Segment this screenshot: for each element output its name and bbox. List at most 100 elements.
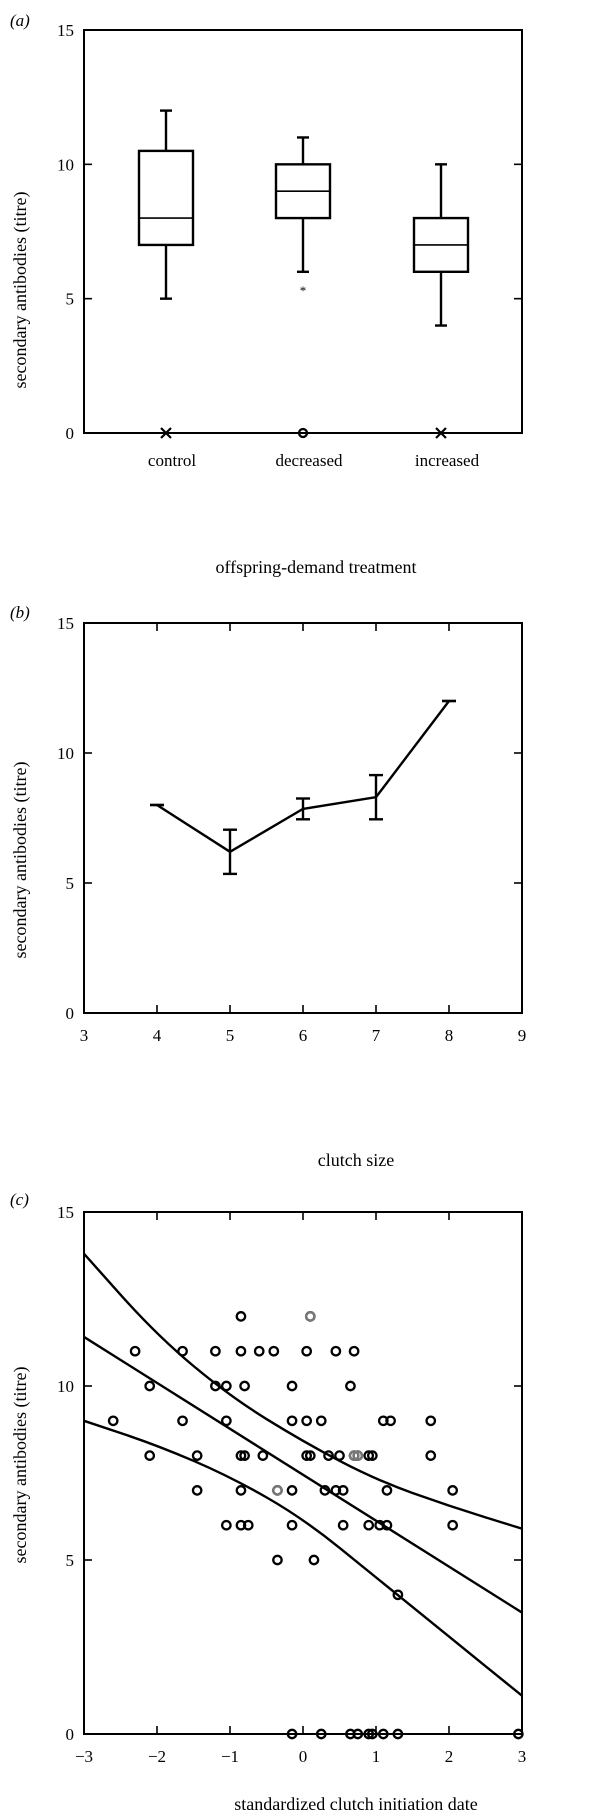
panel-c-data-point (363, 1450, 375, 1461)
panel-a-x-tick-label: control (148, 451, 196, 470)
panel-c-data-point (129, 1345, 141, 1357)
panel-c-data-point (191, 1485, 203, 1496)
panel-c-data-point (286, 1380, 298, 1392)
panel-c-data-point-grey (272, 1485, 283, 1496)
panel-c-data-point (239, 1380, 250, 1392)
panel-c-data-point (352, 1728, 364, 1740)
panel-c-data-point (239, 1450, 250, 1461)
panel-c-y-tick-label: 10 (57, 1377, 74, 1396)
panel-c-data-point (221, 1519, 232, 1531)
panel-c-data-point (107, 1415, 119, 1427)
panel-c-data-point (345, 1380, 356, 1392)
panel-c-data-point (392, 1589, 404, 1601)
panel-c-data-point (301, 1415, 312, 1427)
panel-c-data-point (191, 1450, 203, 1461)
panel-c-data-point (286, 1519, 298, 1531)
panel-c-data-point (286, 1485, 298, 1496)
panel-c-data-point (381, 1485, 393, 1496)
panel-c-data-point (381, 1519, 393, 1531)
zero-value-circle-marker (297, 427, 309, 439)
panel-c-data-point (235, 1311, 247, 1322)
panel-c-x-tick-label: 0 (299, 1747, 308, 1766)
panel-c-x-tick-label: 2 (445, 1747, 454, 1766)
panel-b-x-tick-label: 4 (153, 1026, 162, 1045)
panel-c-upper-confidence-curve (83, 1252, 523, 1530)
panel-c-data-point (425, 1415, 437, 1427)
panel-a-tag: (a) (10, 11, 30, 30)
panel-a-frame (83, 29, 523, 434)
panel-c-y-axis-label: secondary antibodies (titre) (10, 1367, 31, 1564)
zero-value-cross-marker (160, 427, 172, 439)
panel-c-data-point (257, 1450, 269, 1461)
panel-c-data-point (363, 1728, 375, 1740)
panel-b-y-tick-label: 5 (66, 874, 75, 893)
panel-c-data-point (210, 1345, 221, 1357)
panel-a-y-tick-label: 0 (66, 424, 75, 443)
panel-c-x-axis-label: standardized clutch initiation date (234, 1794, 477, 1814)
panel-c-data-point (272, 1554, 283, 1566)
panel-c-x-tick-label: −3 (75, 1747, 93, 1766)
panel-c-x-tick-label: 3 (518, 1747, 527, 1766)
panel-c-data-point (330, 1345, 342, 1357)
panel-c-data-point (363, 1519, 375, 1531)
panel-c-data-point (392, 1728, 404, 1740)
panel-c-data-point (301, 1345, 312, 1357)
panel-c-y-tick-label: 0 (66, 1725, 75, 1744)
panel-a-y-tick-label: 5 (66, 290, 75, 309)
panel-c-data-point (315, 1415, 327, 1427)
panel-c-data-point (286, 1415, 298, 1427)
panel-b-error-bar (369, 773, 383, 821)
panel-c-regression-line (83, 1335, 523, 1614)
panel-c-data-point (425, 1450, 437, 1461)
panel-b-x-tick-label: 7 (372, 1026, 381, 1045)
panel-c-data-point (144, 1380, 156, 1392)
panel-a-y-tick-label: 15 (57, 21, 74, 40)
panel-c-data-point (235, 1485, 247, 1496)
panel-c-data-point (447, 1519, 458, 1531)
panel-a-x-tick-label: increased (415, 451, 480, 470)
panel-c-data-point (221, 1380, 232, 1392)
panel-b-y-tick-label: 10 (57, 744, 74, 763)
panel-a-x-axis-label: offspring-demand treatment (215, 557, 416, 577)
panel-c-data-point (253, 1345, 265, 1357)
outlier-marker: * (300, 283, 307, 298)
panel-c-data-point (337, 1485, 349, 1496)
panel-c-data-point-grey (304, 1311, 316, 1322)
panel-c-data-point (286, 1728, 298, 1740)
panel-b-y-axis-label: secondary antibodies (titre) (10, 762, 31, 959)
panel-c-data-point (337, 1519, 349, 1531)
panel-c-data-point (447, 1485, 458, 1496)
panel-c-data-point (301, 1450, 312, 1461)
panel-c-data-point (210, 1380, 221, 1392)
panel-c-tag: (c) (10, 1190, 29, 1209)
panel-c-y-tick-label: 15 (57, 1203, 74, 1222)
panel-c-lower-confidence-curve (83, 1419, 523, 1697)
panel-c-data-point (366, 1728, 378, 1740)
panel-b-y-tick-label: 0 (66, 1004, 75, 1023)
box-decreased: * (274, 136, 332, 439)
panel-b-x-axis-label: clutch size (318, 1150, 394, 1170)
panel-b-x-tick-label: 6 (299, 1026, 308, 1045)
panel-c-data-point (177, 1345, 188, 1357)
panel-c-data-point (319, 1485, 331, 1496)
box-increased (412, 163, 470, 439)
panel-c-data-point (315, 1728, 327, 1740)
panel-c-x-tick-label: −2 (148, 1747, 166, 1766)
panel-c-data-point (235, 1450, 247, 1461)
panel-c-data-point (242, 1519, 254, 1531)
panel-c-x-tick-label: −1 (221, 1747, 239, 1766)
panel-c-data-point (377, 1728, 389, 1740)
panel-c-data-point (221, 1415, 232, 1427)
panel-c-data-point (334, 1450, 345, 1461)
zero-value-cross-marker (435, 427, 447, 439)
panel-b-x-tick-label: 9 (518, 1026, 527, 1045)
panel-c-data-point (348, 1345, 360, 1357)
box-body (137, 149, 195, 247)
panel-c-data-point-grey (348, 1450, 360, 1461)
panel-c-data-point (235, 1345, 247, 1357)
panel-c-data-point (385, 1415, 396, 1427)
panel-c-data-point (268, 1345, 280, 1357)
panel-b-error-bar (296, 797, 310, 821)
